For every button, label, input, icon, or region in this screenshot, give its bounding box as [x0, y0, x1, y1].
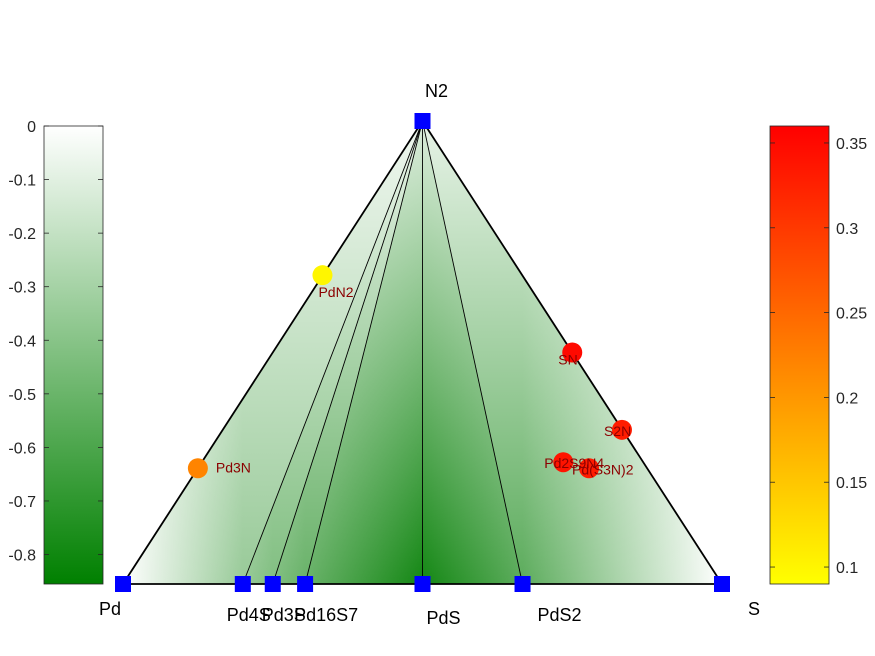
hull-energy-colorbar-tick-label: 0.25 [836, 306, 867, 323]
tie-line-pd16s7-n2 [304, 120, 423, 585]
tie-line-pd-n2 [122, 120, 424, 585]
stable-point-pd [115, 576, 131, 592]
unstable-label-sn: SN [558, 352, 577, 368]
formation-energy-colorbar: 0 -0.1 -0.2 -0.3 -0.4 -0.5 -0.6 -0.7 -0.8 [8, 119, 104, 585]
hull-energy-colorbar-gradient [769, 125, 830, 585]
stable-point-pds [414, 576, 431, 592]
stable-label-n2: N2 [425, 81, 448, 101]
stable-phases-layer [115, 113, 730, 592]
formation-energy-colorbar-tick-label: -0.4 [8, 333, 36, 350]
unstable-point-pd3n [187, 458, 208, 479]
formation-energy-colorbar-tick-label: -0.8 [8, 548, 36, 565]
stable-label-pd: Pd [99, 599, 121, 619]
formation-energy-colorbar-gradient [43, 125, 104, 585]
stable-label-s: S [748, 599, 760, 619]
formation-energy-colorbar-tick-label: -0.2 [8, 226, 36, 243]
formation-energy-colorbar-tick-label: -0.1 [8, 173, 36, 190]
tie-line-pd3s-n2 [272, 120, 423, 585]
stable-point-n2 [414, 113, 431, 129]
tie-lines-layer [242, 120, 523, 585]
unstable-label-s2n: S2N [604, 423, 631, 439]
hull-energy-colorbar-tick-label: 0.15 [836, 475, 867, 492]
stable-point-pd4s [234, 576, 251, 592]
stable-label-pd3s: Pd3S [262, 605, 306, 625]
stable-label-pds2: PdS2 [538, 605, 582, 625]
unstable-label-pd-s3n-2: Pd(S3N)2 [572, 461, 634, 477]
stable-label-pd16s7: Pd16S7 [294, 605, 358, 625]
hull-energy-colorbar-tick-label: 0.3 [836, 221, 858, 238]
unstable-point-pd2s9n4 [553, 452, 574, 473]
formation-energy-colorbar-tick-label: -0.5 [8, 387, 36, 404]
stable-label-pds: PdS [426, 608, 460, 628]
unstable-point-pd-s3n-2 [579, 458, 600, 479]
stable-point-pd3s [264, 576, 281, 592]
unstable-label-pd2s9n4: Pd2S9N4 [544, 455, 604, 471]
tie-line-pds2-n2 [422, 120, 523, 585]
tie-line-pd4s-n2 [242, 120, 423, 585]
formation-energy-colorbar-tick-label: -0.3 [8, 280, 36, 297]
hull-energy-colorbar: 0.1 0.15 0.2 0.25 0.3 0.35 [769, 125, 867, 585]
formation-energy-colorbar-tick-label: -0.7 [8, 494, 36, 511]
hull-energy-colorbar-tick-label: 0.2 [836, 390, 858, 407]
hull-energy-colorbar-tick-label: 0.1 [836, 560, 858, 577]
stable-point-pd16s7 [297, 576, 314, 592]
unstable-point-sn [562, 342, 583, 363]
formation-energy-colorbar-tick-label: -0.6 [8, 440, 36, 457]
unstable-label-pd3n: Pd3N [216, 459, 251, 475]
unstable-label-pdn2: PdN2 [318, 284, 353, 300]
unstable-point-s2n [611, 419, 632, 440]
unstable-point-pdn2 [312, 265, 333, 286]
stable-point-s [714, 576, 730, 592]
formation-energy-colorbar-tick-label: 0 [27, 119, 36, 136]
stable-label-pd4s: Pd4S [227, 605, 271, 625]
stable-point-pds2 [514, 576, 531, 592]
hull-energy-colorbar-tick-label: 0.35 [836, 136, 867, 153]
